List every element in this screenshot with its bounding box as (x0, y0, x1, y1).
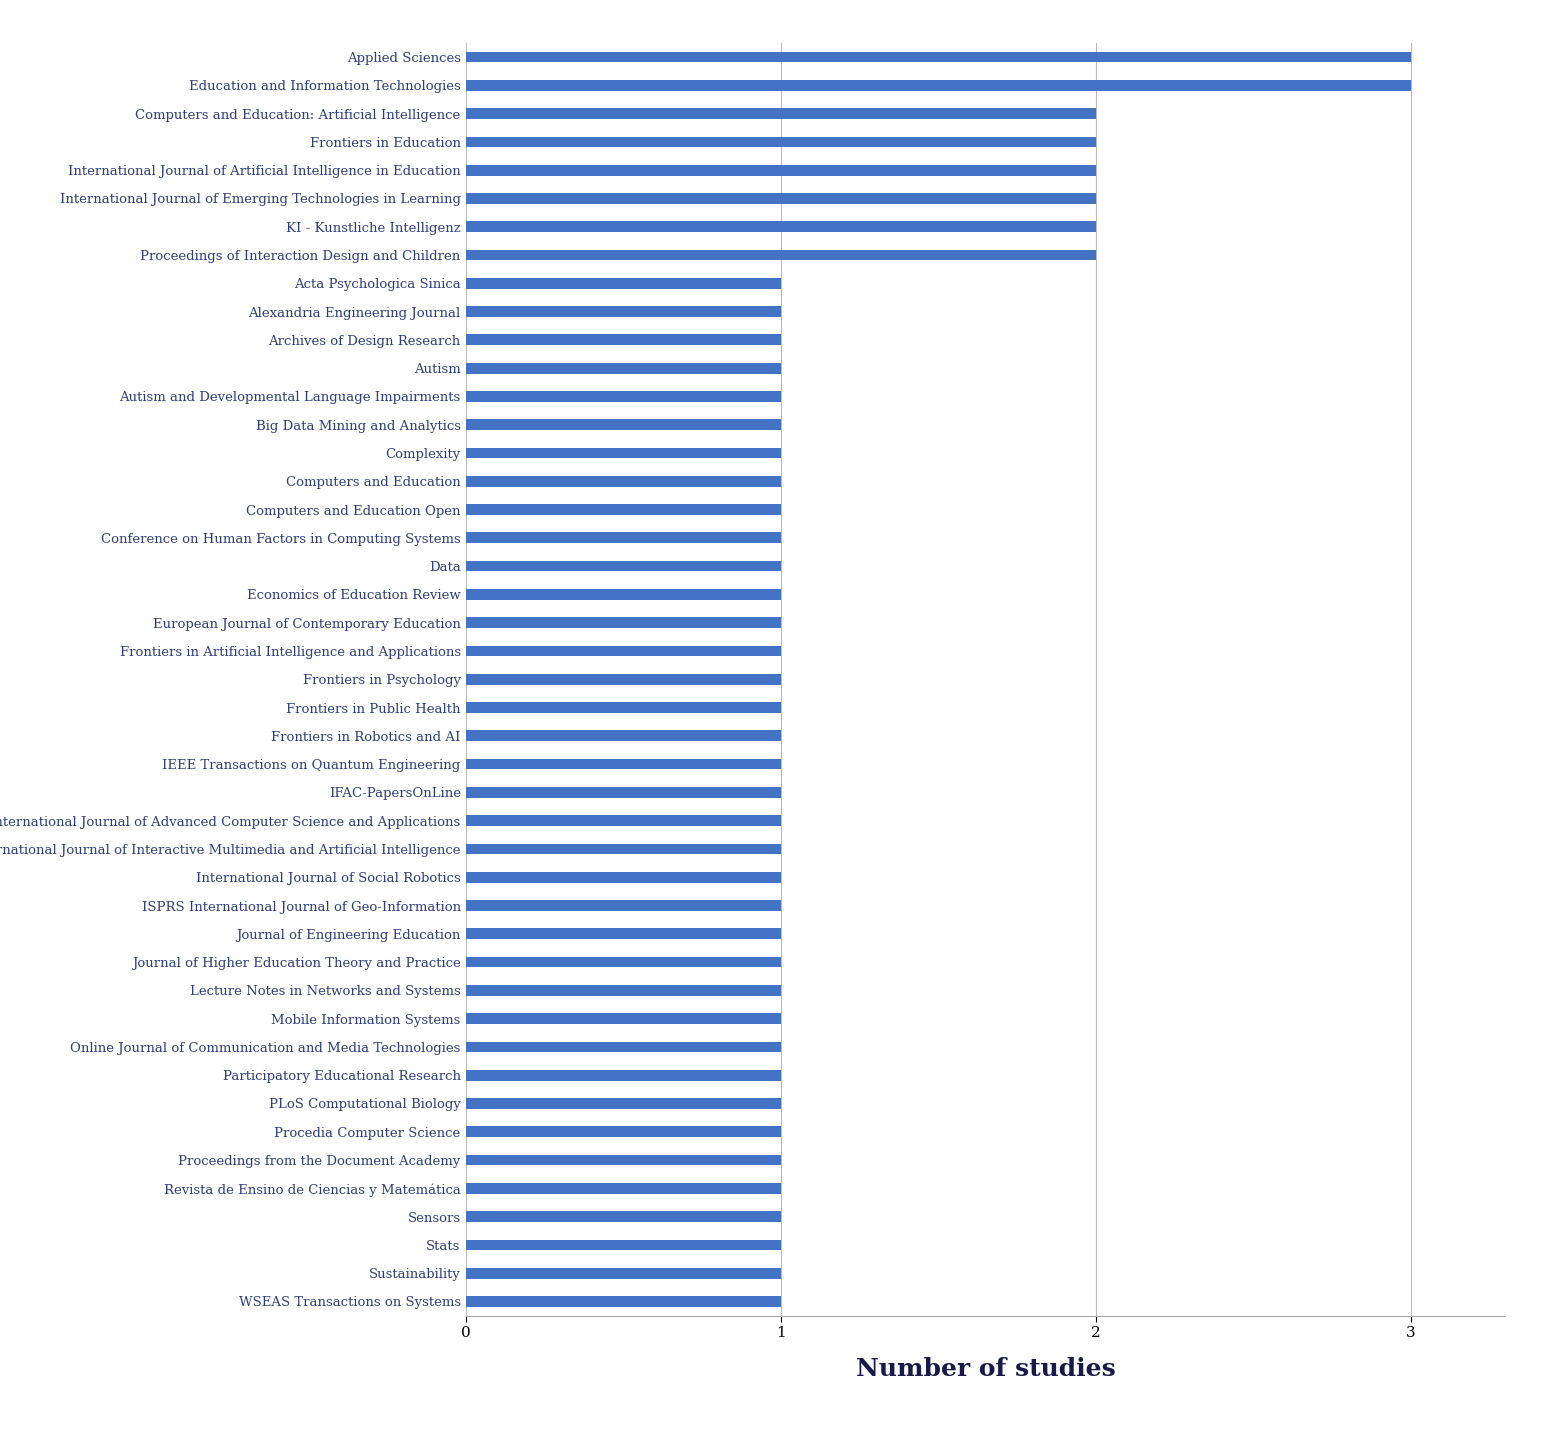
Bar (466, 589, 781, 599)
Bar (466, 561, 781, 572)
Bar (466, 844, 781, 854)
Bar (466, 193, 1096, 204)
Bar (466, 985, 781, 995)
Bar (466, 222, 1096, 232)
Bar (466, 80, 1411, 90)
Bar (466, 476, 781, 486)
Bar (466, 277, 781, 289)
Bar (466, 815, 781, 827)
Bar (466, 1127, 781, 1137)
Bar (466, 51, 1411, 63)
Bar (466, 1211, 781, 1223)
Bar (466, 872, 781, 882)
X-axis label: Number of studies: Number of studies (855, 1357, 1116, 1381)
Bar (466, 390, 781, 402)
Bar (466, 1154, 781, 1165)
Bar (466, 505, 781, 515)
Bar (466, 136, 1096, 147)
Bar (466, 702, 781, 714)
Bar (466, 645, 781, 656)
Bar (466, 448, 781, 459)
Bar (466, 899, 781, 911)
Bar (466, 618, 781, 628)
Bar (466, 1070, 781, 1081)
Bar (466, 1041, 781, 1052)
Bar (466, 674, 781, 685)
Bar (466, 1014, 781, 1024)
Bar (466, 335, 781, 345)
Bar (466, 109, 1096, 119)
Bar (466, 1183, 781, 1194)
Bar (466, 759, 781, 769)
Bar (466, 164, 1096, 176)
Bar (466, 363, 781, 373)
Bar (466, 1098, 781, 1108)
Bar (466, 1296, 781, 1307)
Bar (466, 957, 781, 968)
Bar (466, 731, 781, 741)
Bar (466, 419, 781, 430)
Bar (466, 787, 781, 798)
Bar (466, 1240, 781, 1250)
Bar (466, 1268, 781, 1278)
Bar (466, 928, 781, 940)
Bar (466, 250, 1096, 260)
Bar (466, 532, 781, 543)
Bar (466, 306, 781, 317)
